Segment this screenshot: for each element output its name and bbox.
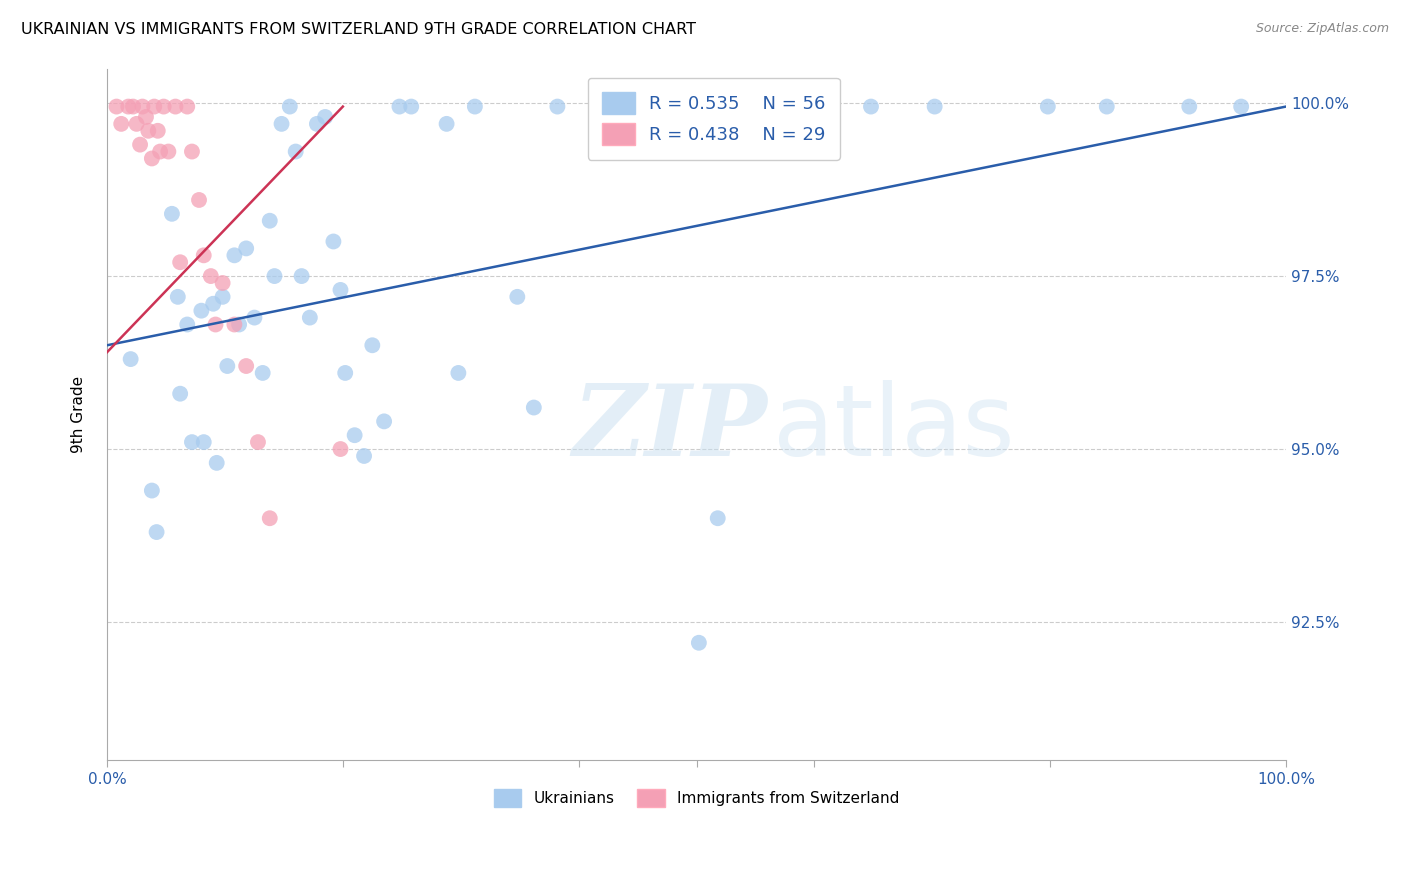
- Point: [120, 352, 142, 367]
- Point: [125, 117, 148, 131]
- Text: UKRAINIAN VS IMMIGRANTS FROM SWITZERLAND 9TH GRADE CORRELATION CHART: UKRAINIAN VS IMMIGRANTS FROM SWITZERLAND…: [21, 22, 696, 37]
- Point: [204, 318, 226, 332]
- Point: [343, 428, 366, 442]
- Point: [523, 401, 546, 415]
- Point: [200, 269, 222, 284]
- Point: [305, 117, 328, 131]
- Point: [235, 359, 257, 373]
- Point: [641, 99, 664, 113]
- Point: [146, 124, 169, 138]
- Point: [141, 152, 163, 166]
- Point: [211, 276, 233, 290]
- Point: [176, 318, 198, 332]
- Point: [388, 99, 411, 113]
- Point: [1095, 99, 1118, 113]
- Point: [801, 99, 824, 113]
- Point: [263, 269, 285, 284]
- Point: [464, 99, 486, 113]
- Point: [193, 248, 215, 262]
- Point: [129, 137, 152, 152]
- Point: [110, 117, 132, 131]
- Point: [924, 99, 946, 113]
- Point: [706, 511, 728, 525]
- Point: [152, 99, 174, 113]
- Legend: Ukrainians, Immigrants from Switzerland: Ukrainians, Immigrants from Switzerland: [486, 781, 907, 815]
- Point: [270, 117, 292, 131]
- Point: [202, 297, 225, 311]
- Point: [105, 99, 128, 113]
- Point: [165, 99, 187, 113]
- Point: [593, 99, 616, 113]
- Point: [506, 290, 529, 304]
- Point: [181, 145, 204, 159]
- Point: [399, 99, 422, 113]
- Text: atlas: atlas: [773, 380, 1015, 477]
- Point: [135, 110, 157, 124]
- Point: [259, 511, 281, 525]
- Point: [259, 213, 281, 227]
- Point: [298, 310, 321, 325]
- Point: [211, 290, 233, 304]
- Point: [322, 235, 344, 249]
- Point: [1230, 99, 1253, 113]
- Point: [217, 359, 239, 373]
- Point: [335, 366, 357, 380]
- Point: [224, 318, 246, 332]
- Point: [122, 99, 145, 113]
- Point: [1178, 99, 1201, 113]
- Point: [278, 99, 301, 113]
- Point: [314, 110, 336, 124]
- Point: [329, 283, 352, 297]
- Point: [688, 636, 710, 650]
- Point: [160, 207, 183, 221]
- Point: [735, 99, 758, 113]
- Point: [190, 303, 212, 318]
- Point: [361, 338, 384, 352]
- Text: Source: ZipAtlas.com: Source: ZipAtlas.com: [1256, 22, 1389, 36]
- Point: [224, 248, 246, 262]
- Point: [141, 483, 163, 498]
- Point: [117, 99, 139, 113]
- Point: [447, 366, 470, 380]
- Point: [546, 99, 568, 113]
- Point: [138, 124, 160, 138]
- Point: [193, 435, 215, 450]
- Point: [373, 414, 395, 428]
- Point: [284, 145, 307, 159]
- Point: [143, 99, 166, 113]
- Point: [176, 99, 198, 113]
- Text: ZIP: ZIP: [572, 380, 768, 476]
- Point: [246, 435, 269, 450]
- Point: [228, 318, 250, 332]
- Point: [181, 435, 204, 450]
- Point: [131, 99, 153, 113]
- Y-axis label: 9th Grade: 9th Grade: [72, 376, 86, 453]
- Point: [329, 442, 352, 456]
- Point: [1036, 99, 1059, 113]
- Point: [149, 145, 172, 159]
- Point: [188, 193, 211, 207]
- Point: [205, 456, 228, 470]
- Point: [353, 449, 375, 463]
- Point: [243, 310, 266, 325]
- Point: [291, 269, 314, 284]
- Point: [157, 145, 180, 159]
- Point: [859, 99, 882, 113]
- Point: [664, 99, 686, 113]
- Point: [145, 524, 167, 539]
- Point: [166, 290, 188, 304]
- Point: [169, 255, 191, 269]
- Point: [252, 366, 274, 380]
- Point: [235, 241, 257, 255]
- Point: [169, 386, 191, 401]
- Point: [436, 117, 458, 131]
